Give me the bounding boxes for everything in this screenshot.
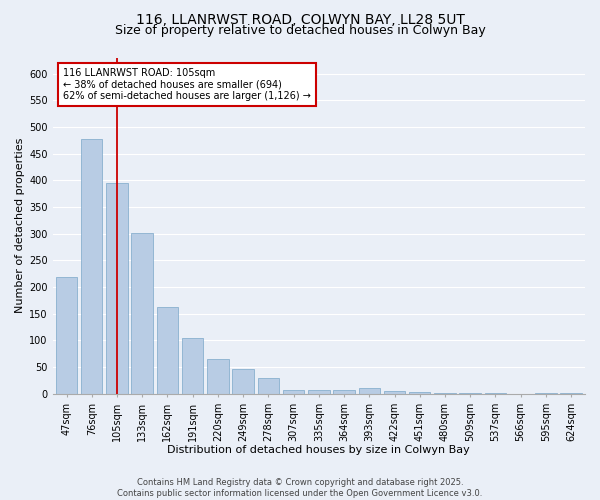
Bar xyxy=(257,378,279,394)
Bar xyxy=(81,138,103,394)
X-axis label: Distribution of detached houses by size in Colwyn Bay: Distribution of detached houses by size … xyxy=(167,445,470,455)
Text: 116 LLANRWST ROAD: 105sqm
← 38% of detached houses are smaller (694)
62% of semi: 116 LLANRWST ROAD: 105sqm ← 38% of detac… xyxy=(63,68,311,101)
Bar xyxy=(56,278,77,394)
Bar xyxy=(384,391,405,394)
Bar xyxy=(207,359,229,394)
Bar xyxy=(106,184,128,394)
Bar xyxy=(560,393,582,394)
Text: Contains HM Land Registry data © Crown copyright and database right 2025.
Contai: Contains HM Land Registry data © Crown c… xyxy=(118,478,482,498)
Bar xyxy=(308,390,329,394)
Bar xyxy=(334,390,355,394)
Bar xyxy=(283,390,304,394)
Bar xyxy=(434,393,455,394)
Bar xyxy=(131,232,153,394)
Bar xyxy=(359,388,380,394)
Bar xyxy=(232,368,254,394)
Bar xyxy=(409,392,430,394)
Text: Size of property relative to detached houses in Colwyn Bay: Size of property relative to detached ho… xyxy=(115,24,485,37)
Text: 116, LLANRWST ROAD, COLWYN BAY, LL28 5UT: 116, LLANRWST ROAD, COLWYN BAY, LL28 5UT xyxy=(136,12,464,26)
Bar xyxy=(182,338,203,394)
Y-axis label: Number of detached properties: Number of detached properties xyxy=(15,138,25,314)
Bar xyxy=(157,307,178,394)
